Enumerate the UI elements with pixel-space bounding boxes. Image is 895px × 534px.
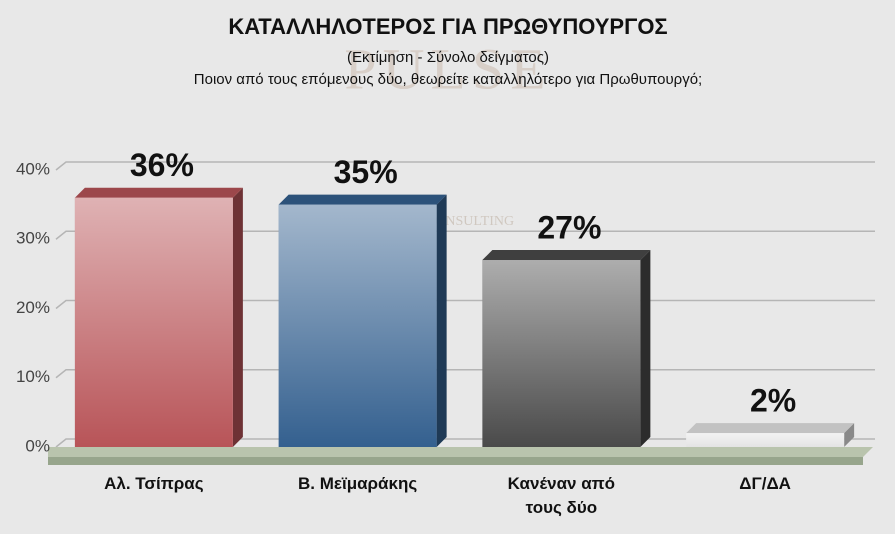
bar-top bbox=[482, 250, 651, 261]
value-label: 2% bbox=[750, 383, 796, 419]
bar-group bbox=[278, 194, 447, 447]
bar-side bbox=[436, 194, 447, 447]
bar-group bbox=[686, 423, 855, 447]
bar-shine bbox=[74, 197, 233, 447]
bar-shine bbox=[686, 433, 845, 447]
value-label: 27% bbox=[537, 209, 601, 245]
chart-question: Ποιον από τους επόμενους δύο, θεωρείτε κ… bbox=[194, 71, 702, 88]
grid-line bbox=[55, 161, 875, 171]
y-tick-label: 20% bbox=[16, 298, 50, 317]
watermark-sub: CONSULTING bbox=[426, 214, 514, 229]
bar-group bbox=[74, 187, 243, 447]
x-tick-label: Β. Μεϊμαράκης bbox=[298, 474, 418, 493]
value-label: 36% bbox=[130, 147, 194, 183]
x-tick-label: ΔΓ/ΔΑ bbox=[739, 474, 791, 493]
bar-side bbox=[844, 423, 855, 447]
bar-side bbox=[232, 187, 243, 447]
bar-top bbox=[686, 423, 855, 434]
bar-shine bbox=[278, 204, 437, 447]
bar-side bbox=[640, 250, 651, 447]
value-label: 35% bbox=[334, 154, 398, 190]
y-tick-label: 0% bbox=[25, 436, 50, 455]
chart-subtitle: (Εκτίμηση - Σύνολο δείγματος) bbox=[347, 49, 549, 66]
floor-edge bbox=[48, 457, 863, 465]
chart-title: ΚΑΤΑΛΛΗΛΟΤΕΡΟΣ ΓΙΑ ΠΡΩΘΥΠΟΥΡΓΟΣ bbox=[228, 14, 667, 39]
bar-shine bbox=[482, 260, 641, 447]
y-tick-label: 40% bbox=[16, 159, 50, 178]
y-tick-label: 30% bbox=[16, 229, 50, 248]
bar-top bbox=[278, 194, 447, 205]
bar-group bbox=[482, 250, 651, 447]
x-tick-label: Αλ. Τσίπρας bbox=[104, 474, 204, 493]
bar-top bbox=[74, 187, 243, 198]
watermark: PULSE bbox=[344, 36, 551, 101]
x-tick-label: Κανέναν από τους δύο bbox=[507, 474, 616, 517]
y-tick-label: 10% bbox=[16, 367, 50, 386]
grid-line bbox=[55, 230, 875, 240]
